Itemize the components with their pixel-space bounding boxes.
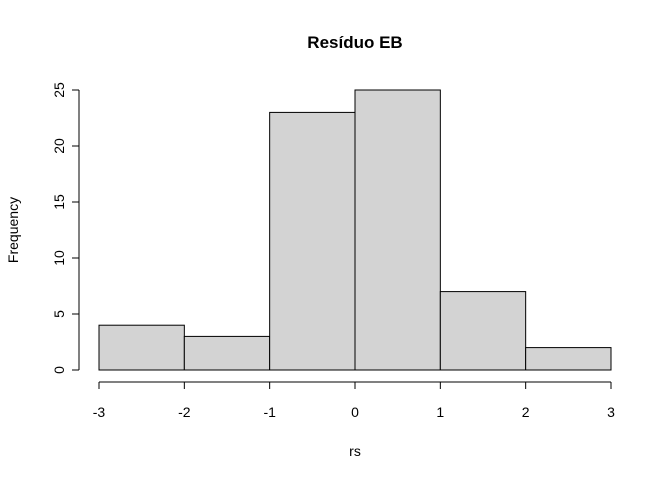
histogram-bar: [439, 291, 527, 371]
x-tick-label: 3: [607, 404, 615, 420]
y-tick-label: 15: [51, 194, 67, 210]
y-tick-label: 25: [51, 82, 67, 98]
bars-group: [98, 89, 612, 371]
y-tick-label: 5: [51, 310, 67, 318]
y-tick-label: 10: [51, 250, 67, 266]
x-tick-label: 1: [436, 404, 444, 420]
x-axis-label: rs: [349, 443, 361, 459]
histogram-bar: [525, 347, 612, 371]
x-tick-label: 2: [522, 404, 530, 420]
y-axis-label: Frequency: [5, 197, 21, 263]
histogram-bar: [98, 324, 185, 371]
x-tick-label: -1: [263, 404, 276, 420]
x-tick-label: -3: [93, 404, 106, 420]
histogram-bar: [354, 89, 441, 371]
x-axis: -3 -2 -1 0 1 2 3: [93, 381, 615, 420]
x-tick-label: -2: [178, 404, 191, 420]
y-tick-label: 0: [51, 366, 67, 374]
histogram-bar: [183, 335, 271, 371]
chart-title: Resíduo EB: [307, 33, 402, 52]
x-tick-label: 0: [351, 404, 359, 420]
y-tick-label: 20: [51, 138, 67, 154]
histogram-bar: [269, 111, 356, 371]
y-axis: 0 5 10 15 20 25: [51, 82, 80, 374]
